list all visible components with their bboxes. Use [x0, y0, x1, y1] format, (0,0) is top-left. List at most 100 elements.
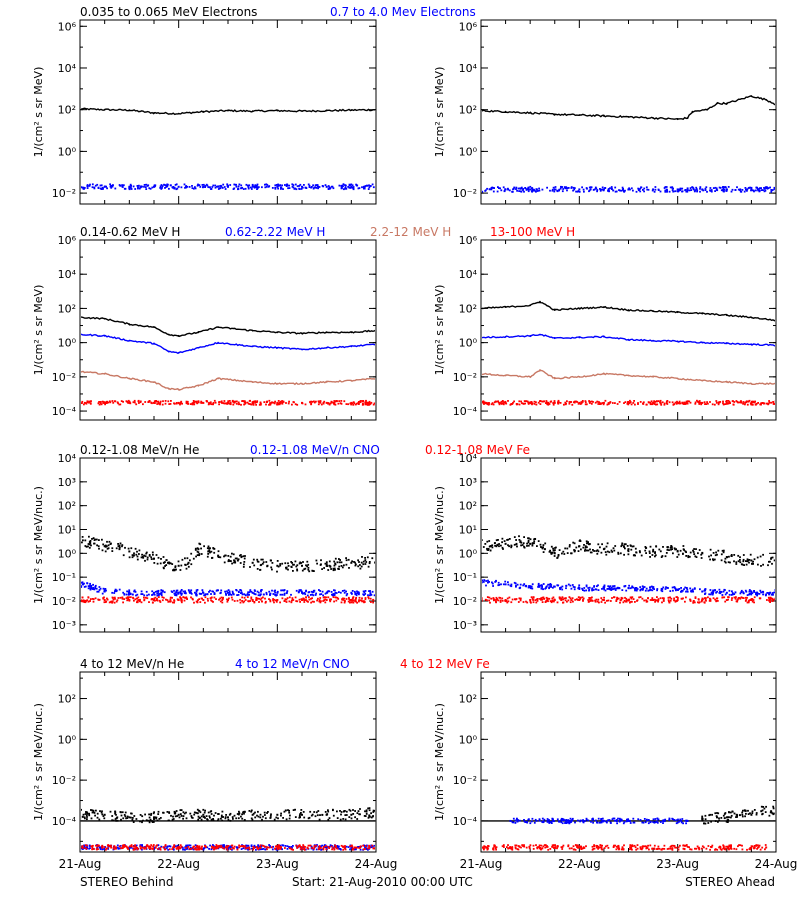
data-point: [202, 848, 205, 851]
data-point: [224, 590, 226, 593]
data-point: [697, 598, 700, 601]
data-point: [579, 598, 581, 600]
data-point: [182, 596, 185, 598]
data-point: [552, 403, 555, 406]
data-point: [562, 188, 565, 190]
series-title-label: 2.2-12 MeV H: [370, 225, 451, 239]
data-point: [331, 185, 333, 188]
data-point: [691, 110, 694, 113]
data-point: [541, 601, 544, 603]
data-point: [276, 346, 279, 349]
data-point: [301, 569, 304, 572]
data-point: [174, 594, 176, 596]
data-point: [118, 845, 121, 848]
data-point: [542, 583, 545, 585]
data-point: [722, 187, 725, 190]
data-point: [736, 186, 738, 189]
data-point: [578, 375, 581, 378]
data-point: [212, 402, 215, 404]
data-point: [657, 598, 660, 600]
y-axis-label: 1/(cm² s sr MeV): [32, 67, 45, 158]
data-point: [297, 591, 300, 594]
data-point: [222, 183, 225, 186]
data-point: [301, 402, 304, 405]
data-point: [675, 402, 678, 405]
data-point: [266, 184, 269, 186]
data-point: [529, 585, 532, 587]
data-point: [699, 190, 701, 193]
data-point: [173, 844, 176, 846]
data-point: [305, 590, 307, 593]
data-point: [607, 588, 610, 590]
data-point: [754, 403, 757, 406]
data-point: [249, 590, 252, 593]
data-point: [770, 189, 773, 192]
data-point: [161, 596, 164, 599]
data-point: [582, 188, 585, 191]
data-point: [291, 847, 293, 849]
data-point: [310, 400, 313, 403]
data-point: [120, 400, 123, 402]
data-point: [134, 188, 137, 190]
data-point: [724, 557, 727, 560]
data-point: [92, 844, 94, 847]
data-point: [733, 593, 736, 595]
data-point: [260, 845, 263, 848]
data-point: [129, 183, 132, 186]
data-point: [177, 388, 180, 391]
data-point: [487, 579, 489, 582]
data-point: [604, 551, 607, 553]
data-point: [623, 402, 625, 404]
data-point: [617, 553, 620, 555]
data-point: [284, 562, 287, 565]
y-tick-label: 10²: [58, 302, 76, 315]
data-point: [730, 190, 733, 193]
data-point: [540, 598, 542, 601]
data-point: [243, 812, 245, 815]
data-point: [316, 599, 318, 602]
data-point: [482, 401, 484, 403]
data-point: [589, 598, 591, 601]
data-point: [160, 188, 163, 190]
data-point: [771, 562, 773, 565]
data-point: [210, 599, 212, 602]
data-point: [143, 594, 146, 597]
data-point: [280, 812, 282, 815]
data-point: [682, 545, 685, 547]
data-point: [374, 403, 375, 406]
data-point: [708, 599, 711, 602]
data-point: [367, 594, 369, 597]
plot-frame: [480, 239, 777, 421]
data-point: [517, 187, 520, 190]
data-point: [90, 809, 92, 811]
data-point: [269, 559, 272, 562]
y-tick-label: 10⁰: [58, 337, 77, 350]
data-point: [226, 600, 229, 603]
data-point: [189, 559, 191, 562]
data-point: [695, 188, 698, 190]
data-point: [350, 183, 353, 186]
data-point: [153, 593, 156, 596]
data-point: [154, 599, 156, 602]
data-point: [189, 590, 192, 593]
data-point: [610, 586, 613, 589]
data-point: [601, 402, 604, 404]
data-point: [349, 809, 352, 812]
data-point: [547, 600, 549, 603]
data-point: [634, 589, 636, 592]
data-point: [743, 564, 745, 566]
data-point: [300, 562, 303, 564]
data-point: [240, 403, 242, 406]
data-point: [612, 585, 615, 588]
data-point: [360, 561, 363, 564]
data-point: [233, 600, 236, 602]
data-point: [180, 186, 183, 189]
data-point: [669, 596, 671, 599]
data-point: [133, 815, 136, 817]
data-point: [581, 400, 584, 403]
data-point: [200, 818, 203, 821]
data-point: [301, 110, 303, 113]
data-point: [271, 187, 274, 189]
data-point: [334, 844, 336, 847]
data-point: [564, 187, 567, 190]
